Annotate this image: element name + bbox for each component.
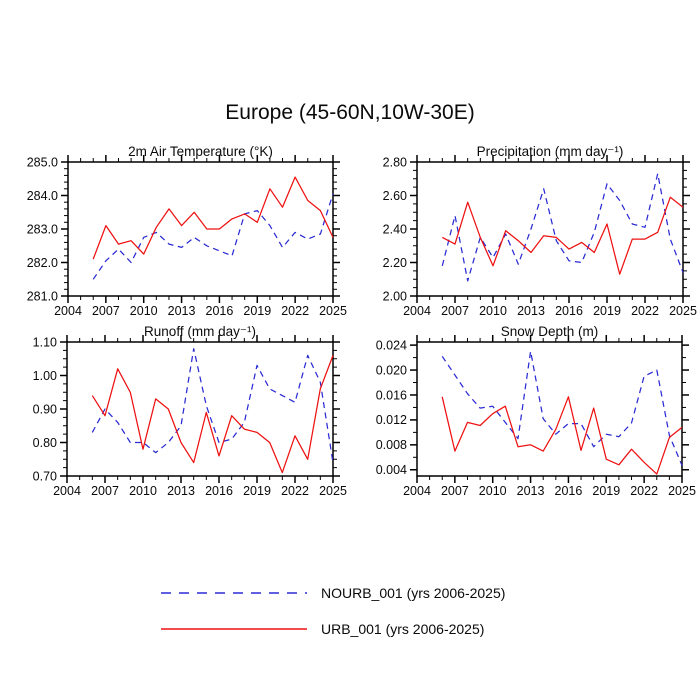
y-tick-label: 281.0 bbox=[27, 289, 58, 303]
nourb-series-line bbox=[441, 350, 683, 466]
chart-runoff: 2004 2007 2010 2013 2016 2019 2022 2025 0.70 0.80… bbox=[33, 324, 347, 498]
chart-air-temperature: 2004 2007 2010 2013 2016 2019 2022 2025 281.0 282… bbox=[27, 144, 347, 318]
y-tick-label: 0.90 bbox=[33, 402, 57, 416]
x-tick-label: 2016 bbox=[206, 304, 234, 318]
x-tick-label: 2013 bbox=[517, 484, 545, 498]
x-tick-label: 2004 bbox=[403, 484, 431, 498]
x-tick-label: 2010 bbox=[479, 304, 507, 318]
y-tick-label: 2.00 bbox=[383, 289, 407, 303]
y-tick-label: 0.004 bbox=[376, 463, 407, 477]
y-tick-label: 285.0 bbox=[27, 155, 58, 169]
urb-series-line bbox=[441, 396, 683, 475]
x-tick-label: 2004 bbox=[53, 484, 81, 498]
x-tick-label: 2019 bbox=[592, 484, 620, 498]
x-tick-label: 2010 bbox=[129, 484, 157, 498]
chart-title-precipitation: Precipitation (mm day⁻¹) bbox=[477, 144, 624, 159]
x-tick-label: 2007 bbox=[92, 304, 120, 318]
y-tick-label: 0.016 bbox=[376, 388, 407, 402]
chart-precipitation: 2004 2007 2010 2013 2016 2019 2022 2025 2.00 2.20… bbox=[383, 144, 697, 318]
y-tick-label: 2.80 bbox=[383, 155, 407, 169]
urb-series-line bbox=[92, 176, 334, 260]
nourb-series-line bbox=[441, 173, 684, 282]
x-tick-label: 2016 bbox=[205, 484, 233, 498]
urb-series-line bbox=[442, 196, 684, 275]
x-tick-label: 2004 bbox=[54, 304, 82, 318]
x-tick-label: 2007 bbox=[441, 484, 469, 498]
chart-title-air-temperature: 2m Air Temperature (°K) bbox=[128, 144, 273, 159]
x-tick-label: 2019 bbox=[593, 304, 621, 318]
y-tick-label: 0.012 bbox=[376, 413, 407, 427]
y-tick-label: 2.60 bbox=[383, 189, 407, 203]
y-tick-label: 0.020 bbox=[376, 363, 407, 377]
x-tick-label: 2025 bbox=[668, 484, 696, 498]
x-tick-label: 2004 bbox=[403, 304, 431, 318]
plot-frame bbox=[416, 161, 684, 297]
x-tick-label: 2022 bbox=[630, 484, 658, 498]
y-tick-label: 0.024 bbox=[376, 338, 407, 352]
x-tick-label: 2025 bbox=[319, 484, 347, 498]
x-tick-label: 2025 bbox=[319, 304, 347, 318]
nourb-series-line bbox=[92, 193, 334, 280]
x-tick-label: 2013 bbox=[167, 484, 195, 498]
y-tick-label: 2.20 bbox=[383, 256, 407, 270]
x-tick-label: 2022 bbox=[631, 304, 659, 318]
chart-snow-depth: 2004 2007 2010 2013 2016 2019 2022 2025 0.004 0.0… bbox=[376, 324, 696, 498]
x-tick-label: 2013 bbox=[168, 304, 196, 318]
x-tick-label: 2022 bbox=[281, 304, 309, 318]
y-tick-label: 283.0 bbox=[27, 222, 58, 236]
x-tick-label: 2019 bbox=[243, 304, 271, 318]
figure-title: Europe (45-60N,10W-30E) bbox=[225, 101, 475, 124]
urb-series-line bbox=[91, 355, 334, 474]
y-tick-label: 2.40 bbox=[383, 222, 407, 236]
y-tick-label: 284.0 bbox=[27, 189, 58, 203]
y-tick-label: 0.80 bbox=[33, 436, 57, 450]
plot-frame bbox=[416, 341, 683, 477]
y-tick-label: 0.008 bbox=[376, 438, 407, 452]
chart-title-snow-depth: Snow Depth (m) bbox=[501, 324, 599, 339]
y-tick-label: 1.00 bbox=[33, 369, 57, 383]
x-tick-label: 2010 bbox=[130, 304, 158, 318]
x-tick-label: 2016 bbox=[555, 484, 583, 498]
x-tick-label: 2007 bbox=[441, 304, 469, 318]
nourb-series-line bbox=[91, 348, 334, 463]
x-tick-label: 2025 bbox=[669, 304, 697, 318]
chart-title-runoff: Runoff (mm day⁻¹) bbox=[144, 324, 256, 339]
y-tick-label: 1.10 bbox=[33, 335, 57, 349]
y-tick-label: 282.0 bbox=[27, 256, 58, 270]
x-tick-label: 2013 bbox=[517, 304, 545, 318]
x-tick-label: 2016 bbox=[555, 304, 583, 318]
y-tick-label: 0.70 bbox=[33, 469, 57, 483]
x-tick-label: 2019 bbox=[243, 484, 271, 498]
x-tick-label: 2007 bbox=[91, 484, 119, 498]
x-tick-label: 2022 bbox=[281, 484, 309, 498]
x-tick-label: 2010 bbox=[479, 484, 507, 498]
